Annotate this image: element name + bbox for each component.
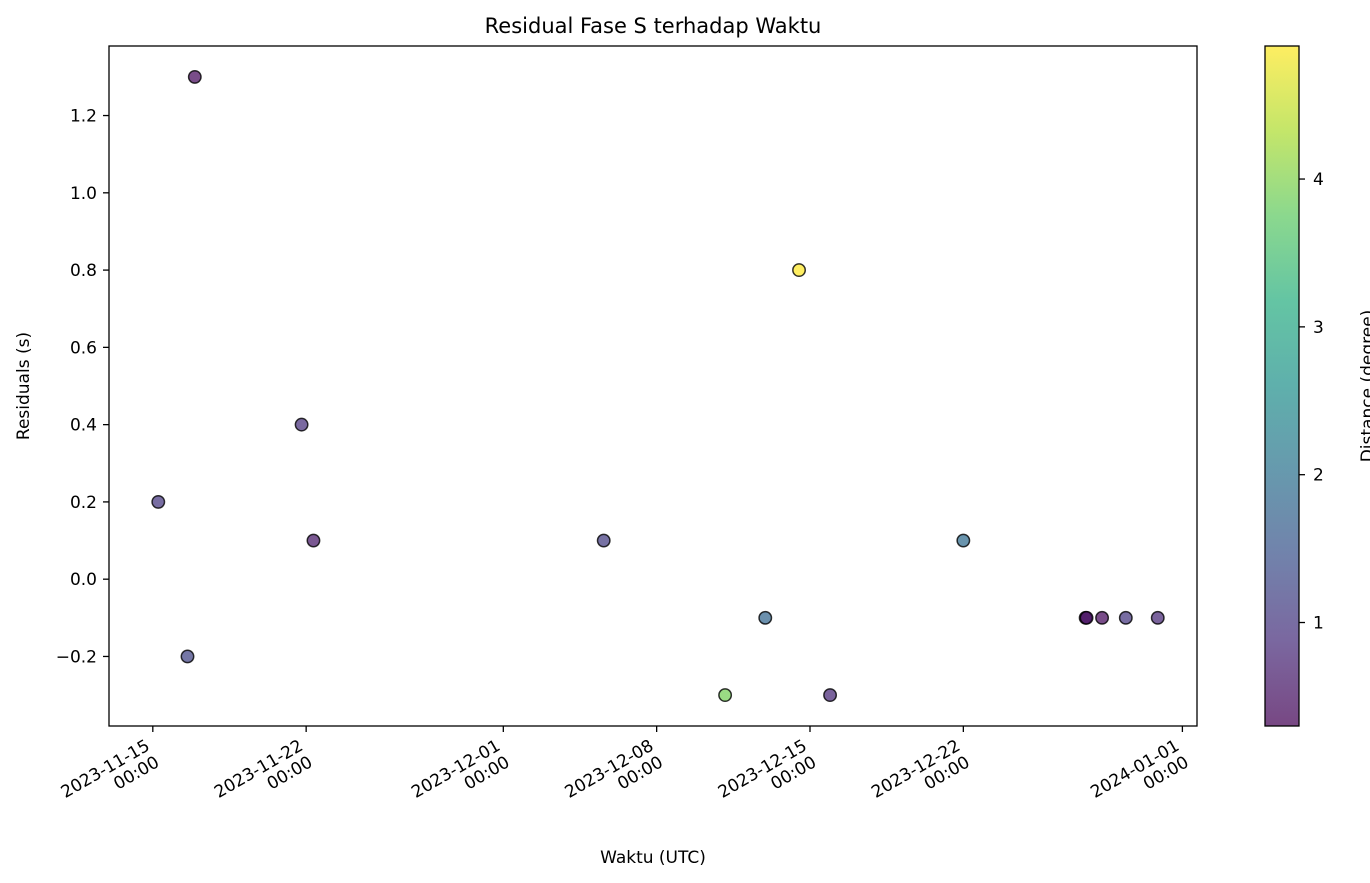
data-point — [823, 688, 838, 703]
colorbar-ticks: 1 2 3 4 — [1299, 170, 1324, 634]
y-axis-label: Residuals (s) — [14, 332, 34, 440]
data-point — [956, 533, 971, 548]
data-point — [180, 649, 195, 664]
data-point — [792, 263, 806, 278]
x-tick-label: 2023-12-0800:00 — [562, 736, 667, 819]
data-point — [718, 688, 733, 703]
data-point — [187, 69, 202, 84]
y-tick-label: 0.0 — [70, 570, 97, 590]
data-point — [1079, 610, 1094, 625]
colorbar-label: Distance (degree) — [1358, 310, 1370, 463]
colorbar-tick-label: 4 — [1313, 170, 1324, 190]
scatter-points — [151, 69, 1165, 703]
x-tick-label: 2023-12-2200:00 — [868, 736, 973, 819]
plot-frame — [108, 45, 1198, 727]
y-tick-label: 0.2 — [70, 493, 97, 513]
y-tick-label: 0.4 — [70, 416, 97, 436]
colorbar: 1 2 3 4 Distance (degree) — [1264, 45, 1370, 727]
data-point — [1150, 610, 1165, 625]
y-tick-label: −0.2 — [56, 647, 97, 667]
x-axis-ticks: 2023-11-1500:00 2023-11-2200:00 2023-12-01… — [58, 726, 1192, 819]
data-point — [596, 533, 611, 548]
x-tick-label: 2024-01-0100:00 — [1087, 736, 1192, 819]
y-tick-label: 0.6 — [70, 338, 97, 358]
y-axis-ticks: −0.2 0.0 0.2 0.4 0.6 0.8 1.0 1.2 — [56, 107, 109, 667]
chart-title: Residual Fase S terhadap Waktu — [485, 14, 822, 38]
data-point — [306, 533, 321, 548]
colorbar-tick-label: 1 — [1313, 614, 1324, 634]
colorbar-gradient — [1265, 46, 1299, 726]
x-tick-label: 2023-12-0100:00 — [408, 736, 513, 819]
x-tick-label: 2023-11-2200:00 — [211, 736, 316, 819]
x-tick-label: 2023-12-1500:00 — [715, 736, 820, 819]
data-point — [151, 494, 166, 509]
y-tick-label: 1.0 — [70, 184, 97, 204]
x-tick-label: 2023-11-1500:00 — [58, 736, 163, 819]
x-axis-label: Waktu (UTC) — [600, 848, 706, 868]
colorbar-frame — [1264, 45, 1300, 727]
data-point — [1118, 610, 1133, 625]
y-tick-label: 1.2 — [70, 107, 97, 127]
data-point — [1095, 610, 1110, 625]
colorbar-tick-label: 2 — [1313, 466, 1324, 486]
data-point — [294, 417, 309, 432]
colorbar-tick-label: 3 — [1313, 318, 1324, 338]
y-tick-label: 0.8 — [70, 261, 97, 281]
data-point — [758, 610, 773, 625]
